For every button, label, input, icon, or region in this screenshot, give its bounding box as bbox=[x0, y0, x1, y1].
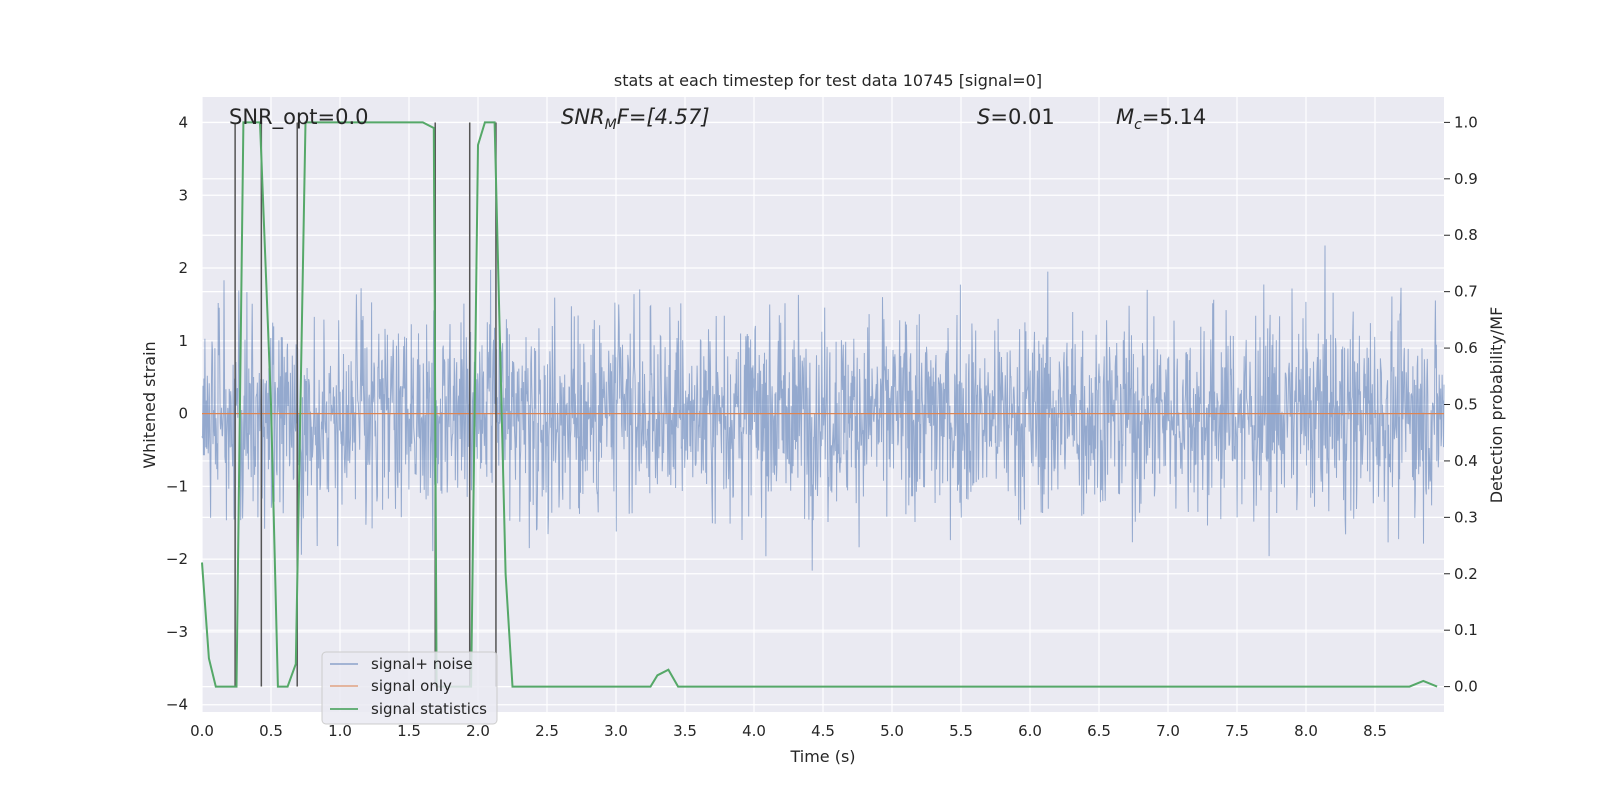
y-right-tick-label: 0.8 bbox=[1454, 226, 1478, 244]
legend-label-signal-noise: signal+ noise bbox=[371, 655, 473, 673]
y-right-tick-label: 0.7 bbox=[1454, 283, 1478, 301]
s-annotation: S=0.01 bbox=[977, 105, 1055, 129]
x-tick-label: 5.0 bbox=[880, 722, 904, 740]
snr-opt-annotation: SNR_opt=0.0 bbox=[229, 105, 369, 130]
y-left-tick-label: −2 bbox=[166, 550, 188, 568]
y-right-tick-label: 0.2 bbox=[1454, 565, 1478, 583]
x-tick-label: 1.0 bbox=[328, 722, 352, 740]
x-tick-label: 0.0 bbox=[190, 722, 214, 740]
x-tick-label: 5.5 bbox=[949, 722, 973, 740]
y-right-tick-label: 0.9 bbox=[1454, 170, 1478, 188]
signal-noise-series bbox=[201, 245, 1445, 571]
y-axis-left-label: Whitened strain bbox=[140, 341, 159, 468]
snr-mf-annotation: SNRMF=[4.57] bbox=[561, 105, 710, 133]
y-left-tick-label: 4 bbox=[178, 113, 188, 131]
y-left-tick-label: −4 bbox=[166, 696, 188, 714]
x-tick-label: 2.5 bbox=[535, 722, 559, 740]
y-left-tick-label: 3 bbox=[178, 186, 188, 204]
x-tick-label: 7.0 bbox=[1156, 722, 1180, 740]
y-right-tick-label: 0.0 bbox=[1454, 678, 1478, 696]
y-right-tick-label: 1.0 bbox=[1454, 113, 1478, 131]
y-left-tick-label: 1 bbox=[178, 332, 188, 350]
x-axis: 0.0 0.5 1.0 1.5 2.0 2.5 3.0 3.5 4.0 4.5 5.0 5.5 6.0 6… bbox=[190, 722, 1387, 740]
x-tick-label: 6.0 bbox=[1018, 722, 1042, 740]
x-axis-label: Time (s) bbox=[789, 747, 855, 766]
y-left-tick-label: −1 bbox=[166, 477, 188, 495]
x-tick-label: 8.5 bbox=[1363, 722, 1387, 740]
y-left-tick-label: −3 bbox=[166, 623, 188, 641]
x-tick-label: 6.5 bbox=[1087, 722, 1111, 740]
chart-title: stats at each timestep for test data 107… bbox=[614, 71, 1042, 90]
x-tick-label: 4.5 bbox=[811, 722, 835, 740]
y-left-tick-label: 0 bbox=[178, 405, 188, 423]
mc-annotation: Mc=5.14 bbox=[1116, 105, 1206, 133]
legend-box bbox=[321, 651, 498, 725]
x-tick-label: 7.5 bbox=[1225, 722, 1249, 740]
signal-noise-trace bbox=[201, 245, 1445, 571]
y-axis-right: 1.0 0.9 0.8 0.7 0.6 0.5 0.4 0.3 0.2 0.1 0.0 bbox=[1444, 113, 1478, 696]
legend-label-signal-only: signal only bbox=[371, 677, 452, 695]
x-tick-label: 4.0 bbox=[742, 722, 766, 740]
x-tick-label: 0.5 bbox=[259, 722, 283, 740]
y-axis-right-label: Detection probability/MF bbox=[1487, 307, 1506, 504]
y-right-tick-label: 0.1 bbox=[1454, 621, 1478, 639]
y-right-tick-label: 0.3 bbox=[1454, 508, 1478, 526]
x-tick-label: 1.5 bbox=[397, 722, 421, 740]
legend-label-signal-statistics: signal statistics bbox=[371, 700, 487, 718]
legend: signal+ noise signal only signal statist… bbox=[321, 651, 498, 725]
y-left-tick-label: 2 bbox=[178, 259, 188, 277]
x-tick-label: 8.0 bbox=[1294, 722, 1318, 740]
x-tick-label: 2.0 bbox=[466, 722, 490, 740]
y-right-tick-label: 0.6 bbox=[1454, 339, 1478, 357]
x-tick-label: 3.5 bbox=[673, 722, 697, 740]
y-right-tick-label: 0.5 bbox=[1454, 396, 1478, 414]
y-axis-left: 4 3 2 1 0 −1 −2 −3 −4 bbox=[166, 113, 188, 713]
x-tick-label: 3.0 bbox=[604, 722, 628, 740]
y-right-tick-label: 0.4 bbox=[1454, 452, 1478, 470]
